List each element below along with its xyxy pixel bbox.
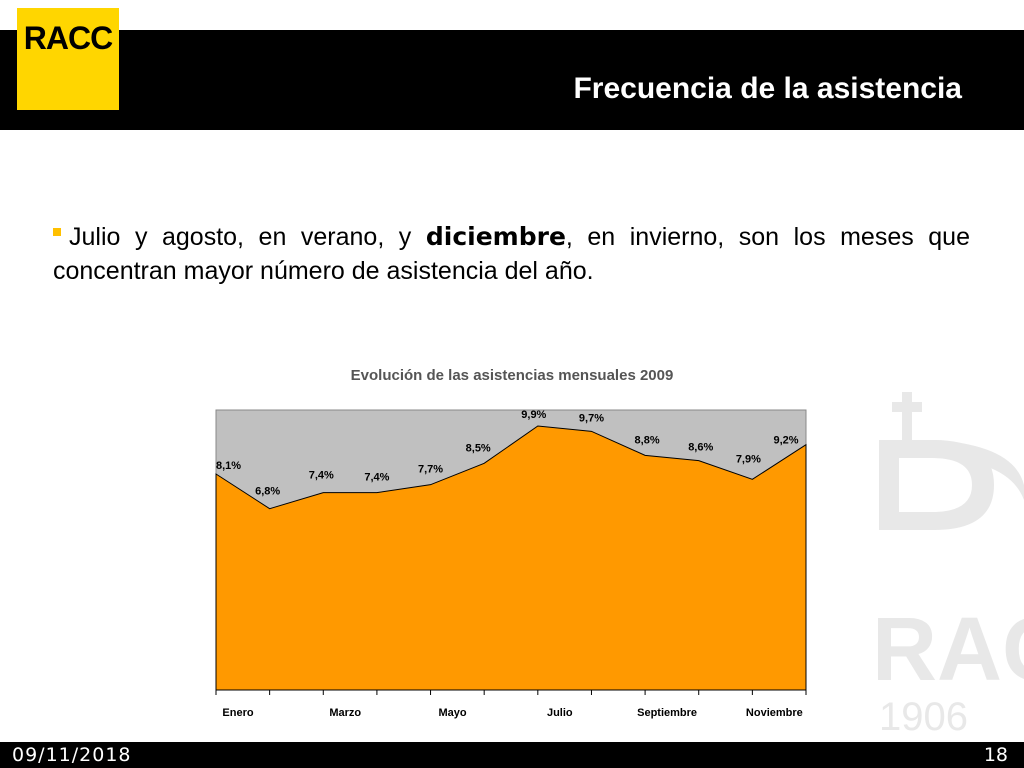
racc-watermark: RACC 1906: [874, 392, 1024, 739]
square-bullet-icon: [53, 228, 61, 236]
data-label: 7,7%: [418, 464, 443, 476]
data-label: 9,2%: [773, 435, 798, 447]
data-label: 7,9%: [736, 453, 761, 465]
area-series: [215, 425, 807, 691]
bullet-paragraph: Julio y agosto, en verano, y diciembre, …: [53, 220, 970, 288]
x-tick-label: Mayo: [438, 707, 466, 719]
x-tick-label: Septiembre: [637, 707, 697, 719]
header-bar: [0, 30, 1024, 130]
data-label: 7,4%: [309, 470, 334, 482]
data-label: 8,6%: [688, 442, 713, 454]
footer-date: 09/11/2018: [12, 744, 132, 766]
data-label: 8,8%: [635, 434, 660, 446]
data-label: 6,8%: [255, 486, 280, 498]
bullet-text-start: Julio y agosto, en verano, y: [69, 223, 426, 251]
chart-title: Evolución de las asistencias mensuales 2…: [351, 367, 674, 384]
x-tick-label: Noviembre: [746, 707, 803, 719]
data-label: 7,4%: [364, 472, 389, 484]
watermark-cross-icon: [902, 392, 912, 442]
data-label: 9,7%: [579, 412, 604, 424]
x-tick-label: Julio: [547, 707, 573, 719]
data-label: 8,1%: [216, 460, 241, 472]
watermark-year: 1906: [879, 695, 968, 739]
bullet-text-end: , en invierno, son los meses que concent…: [53, 223, 970, 285]
page-number: 18: [983, 744, 1008, 766]
watermark-text: RACC: [874, 600, 1024, 700]
logo-text: RACC: [23, 20, 113, 56]
slide-title: Frecuencia de la asistencia: [573, 72, 962, 105]
racc-logo: RACC: [17, 8, 119, 110]
watermark-emblem-icon: [879, 440, 994, 530]
data-label: 8,5%: [466, 442, 491, 454]
data-label: 9,9%: [521, 409, 546, 421]
x-tick-label: Enero: [222, 707, 253, 719]
monthly-assistance-chart: Evolución de las asistencias mensuales 2…: [215, 367, 807, 719]
bullet-text-bold: diciembre: [425, 222, 566, 251]
x-tick-label: Marzo: [329, 707, 361, 719]
footer-bar: [0, 742, 1024, 768]
